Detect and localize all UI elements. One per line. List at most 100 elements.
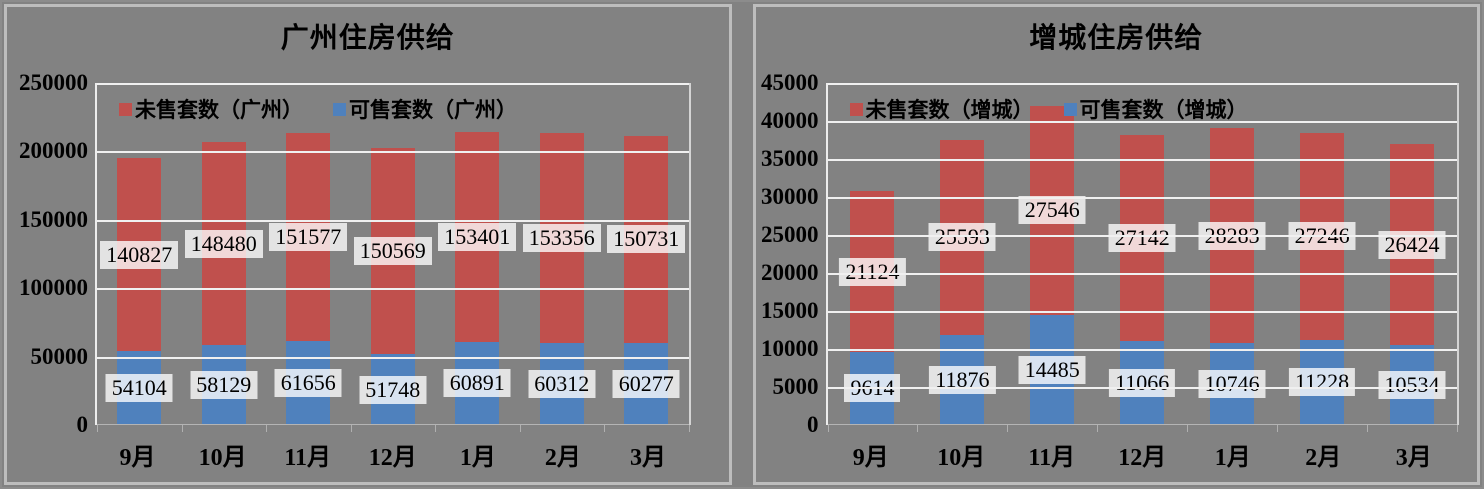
chart-body: 0 50000 100000 150000 200000 250000 54104 1408… [7,70,729,472]
data-label: 11876 [929,365,996,394]
category-slot: 10746 28283 [1187,83,1277,425]
x-axis-ticks [827,425,1458,432]
legend: 未售套数（广州） 可售套数（广州） [119,94,517,124]
gridline [827,235,1457,237]
data-label: 153356 [522,223,601,252]
data-label: 11066 [1109,368,1176,397]
y-tick-label: 100000 [19,275,88,301]
plot-column: 9614 21124 11876 25593 14485 27546 11066 27142 1… [825,83,1460,472]
category-slot: 60891 153401 [435,83,520,425]
gridline [97,288,689,291]
category-slot: 9614 21124 [828,83,918,425]
x-tick-mark [519,425,521,432]
plot-area: 54104 140827 58129 148480 61656 151577 51748 15… [95,83,691,432]
gridline [827,197,1457,199]
x-axis: 9月 10月 11月 12月 1月 2月 3月 [826,437,1460,472]
bars-layer: 54104 140827 58129 148480 61656 151577 51748 15… [97,83,689,425]
legend: 未售套数（增城） 可售套数（增城） [849,94,1248,124]
gridline [97,83,689,85]
data-label: 10746 [1198,370,1266,399]
y-tick-label: 150000 [19,206,88,232]
gridline [827,273,1457,275]
y-axis: 0 50000 100000 150000 200000 250000 [7,70,95,472]
x-category-label: 12月 [1118,445,1167,471]
x-category-label: 11月 [284,445,332,471]
data-label: 27142 [1108,223,1176,252]
legend-entry: 未售套数（广州） [119,94,303,124]
x-tick-mark [1007,425,1009,432]
data-label: 25593 [928,223,996,252]
data-label: 54104 [105,373,173,402]
legend-marker-icon [333,102,346,116]
y-tick-label: 0 [807,412,819,437]
chart-body: 0 5000 10000 15000 20000 25000 30000 35000 40000… [756,70,1478,472]
data-label: 150731 [607,225,686,254]
x-tick-mark [1457,425,1458,432]
x-category-label: 2月 [544,445,581,471]
data-label: 153401 [438,222,517,251]
x-category-label: 10月 [198,445,247,471]
x-tick-mark [688,425,690,432]
data-label: 150569 [353,237,432,266]
x-category-label: 1月 [459,445,496,471]
legend-marker-icon [119,102,132,116]
x-axis-ticks [97,425,690,432]
data-label: 140827 [100,240,179,269]
x-tick-mark [1367,425,1369,432]
gridline [827,349,1457,351]
y-tick-label: 200000 [19,138,88,164]
x-tick-mark [181,425,183,432]
data-label: 10534 [1378,370,1446,399]
category-slot: 61656 151577 [266,83,351,425]
x-category-label: 9月 [852,445,889,471]
gridline [97,219,689,222]
y-tick-label: 25000 [761,222,819,247]
legend-label: 可售套数（广州） [349,98,517,122]
gridline [827,387,1457,389]
x-category-label: 12月 [368,445,417,471]
x-category-label: 3月 [630,445,666,471]
y-tick-label: 50000 [30,343,89,369]
chart-panel-guangzhou: 广州住房供给 0 50000 100000 150000 200000 250000 54… [4,4,732,485]
category-slot: 60312 153356 [520,83,605,425]
legend-label: 可售套数（增城） [1079,98,1248,122]
x-tick-mark [917,425,919,432]
x-axis: 9月 10月 11月 12月 1月 2月 3月 [95,437,691,472]
category-slot: 54104 140827 [97,83,182,425]
category-slot: 60277 150731 [604,83,689,425]
bars-layer: 9614 21124 11876 25593 14485 27546 11066 27142 1… [828,83,1458,425]
data-label: 21124 [839,257,906,286]
data-label: 60312 [528,369,596,398]
x-tick-mark [435,425,436,432]
category-slot: 14485 27546 [1007,83,1097,425]
category-slot: 58129 148480 [182,83,267,425]
x-category-label: 2月 [1305,445,1342,471]
x-tick-mark [1097,425,1099,432]
y-tick-label: 15000 [761,298,819,323]
y-tick-label: 250000 [19,70,88,95]
category-slot: 11228 27246 [1277,83,1367,425]
data-label: 14485 [1018,355,1086,384]
x-tick-mark [827,425,829,432]
x-tick-mark [266,425,267,432]
y-tick-label: 30000 [761,184,819,209]
category-slot: 11066 27142 [1097,83,1187,425]
category-slot: 11876 25593 [917,83,1007,425]
x-category-label: 1月 [1214,445,1251,471]
data-label: 60891 [443,369,511,398]
legend-label: 未售套数（广州） [135,98,303,122]
chart-title: 广州住房供给 [280,23,455,54]
y-tick-label: 10000 [761,336,819,361]
y-tick-label: 20000 [761,260,819,285]
x-tick-mark [604,425,605,432]
legend-entry: 可售套数（广州） [333,94,517,124]
plot-area: 9614 21124 11876 25593 14485 27546 11066 27142 1… [825,83,1459,432]
data-label: 60277 [612,369,680,398]
chart-panel-zengcheng: 增城住房供给 0 5000 10000 15000 20000 25000 30000 350… [752,4,1480,485]
chart-title: 增城住房供给 [1029,23,1204,54]
legend-entry: 未售套数（增城） [849,94,1034,124]
data-label: 27546 [1018,196,1086,225]
data-label: 51748 [359,375,427,404]
x-category-label: 3月 [1395,445,1432,471]
